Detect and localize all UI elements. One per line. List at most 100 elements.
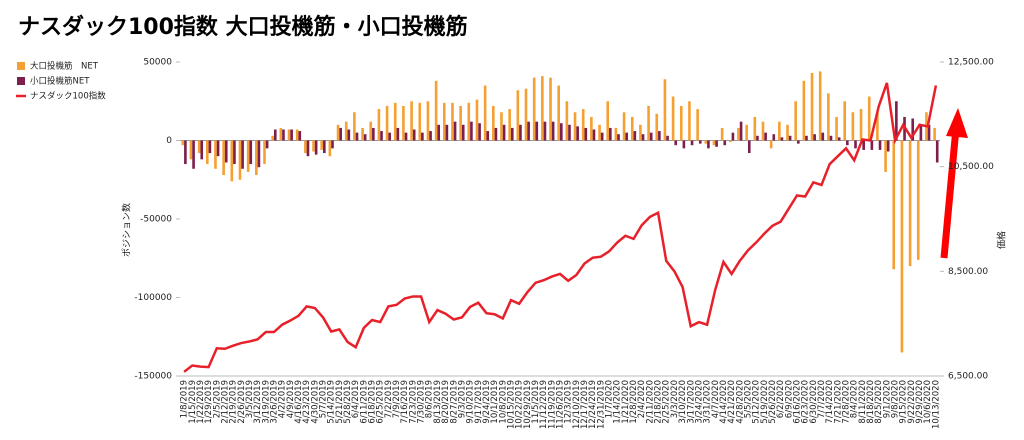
x-tick-label: 7/23/2019 [408,380,418,424]
bar [827,93,830,141]
x-tick-label: 1/14/2020 [613,380,623,424]
x-tick-label: 10/13/2020 [931,380,941,429]
bar [892,140,896,270]
bar [279,127,283,141]
bar [886,140,890,152]
bar [265,140,269,149]
x-tick-label: 4/23/2019 [302,380,312,424]
x-tick-label: 6/9/2020 [784,380,794,418]
bar [674,140,678,146]
x-tick-label: 2/25/2020 [662,380,672,424]
bar [369,121,373,141]
x-tick-label: 1/29/2019 [204,380,214,424]
bar [747,140,751,154]
bar [208,140,212,154]
x-tick-label: 1/8/2019 [180,380,190,418]
bar [647,105,650,141]
bar [851,112,855,141]
x-tick-label: 9/15/2020 [899,380,909,424]
bar [282,129,285,141]
x-tick-label: 1/22/2019 [196,380,206,424]
bar [778,121,781,141]
arrow [940,108,968,259]
bar [846,140,849,146]
bar [916,140,920,260]
bar [361,127,364,141]
bar [214,140,217,169]
legend-swatch [17,77,25,85]
x-tick-label: 4/7/2020 [711,380,721,418]
bar [780,137,784,141]
bar [568,124,571,141]
x-tick-label: 4/21/2020 [727,380,737,424]
bar [421,132,424,141]
bar [933,127,936,141]
bar [508,109,511,141]
x-tick-label: 6/16/2020 [792,380,802,424]
x-tick-label: 2/5/2019 [212,380,222,418]
bar [527,121,530,141]
x-tick-label: 10/1/2019 [490,380,500,424]
x-tick-label: 10/22/2019 [515,380,525,429]
bar [304,140,307,154]
bar [854,140,857,149]
bar [478,123,481,141]
bar [271,135,274,141]
bar [442,102,446,141]
bar [843,101,847,141]
bar [494,127,498,141]
x-tick-label: 1/28/2020 [629,380,639,424]
x-tick-label: 9/10/2019 [466,380,476,424]
bar [543,121,547,141]
bar [805,135,808,141]
x-tick-label: 7/14/2020 [825,380,835,424]
bar [639,124,642,141]
x-tick-label: 8/25/2020 [874,380,884,424]
x-tick-label: 3/3/2020 [670,380,680,418]
bar [756,135,759,141]
bar [829,135,833,141]
bar [445,124,449,141]
x-tick-label: 5/12/2020 [752,380,762,424]
bar [908,140,912,267]
bar [470,121,473,141]
bar [590,116,593,141]
bar [584,127,588,141]
x-tick-label: 12/24/2019 [588,380,598,429]
bar [772,134,776,141]
bar [353,112,356,141]
x-tick-label: 10/29/2019 [523,380,533,429]
x-tick-label: 9/24/2019 [482,380,492,424]
y-tick-label: 0 [166,136,172,146]
x-tick-label: 6/30/2020 [809,380,819,424]
x-tick-label: 6/25/2019 [376,380,386,424]
bar [731,132,735,141]
bar [796,140,800,144]
x-tick-label: 11/5/2019 [531,380,541,424]
bar [576,126,579,141]
bar [295,129,299,141]
y2-tick-label: 12,500.00 [948,58,994,68]
bar [551,121,555,141]
x-tick-label: 8/27/2019 [449,380,459,424]
bar [541,76,544,141]
bar [233,140,236,165]
bar [919,124,923,141]
bar [557,85,560,141]
price-line [183,82,938,373]
bar [630,116,634,141]
bar [614,127,618,141]
bar [862,140,865,150]
x-tick-label: 5/7/2019 [319,380,329,418]
bar [821,132,825,141]
x-tick-label: 2/11/2020 [645,380,655,424]
x-tick-label: 11/26/2019 [556,380,566,429]
x-tick-label: 8/6/2019 [425,380,435,418]
bar [323,140,326,154]
bar [200,140,204,160]
x-tick-label: 9/3/2019 [457,380,467,418]
bar [606,101,610,141]
x-tick-label: 5/5/2020 [743,380,753,418]
bar [216,140,220,157]
bar [273,129,277,141]
